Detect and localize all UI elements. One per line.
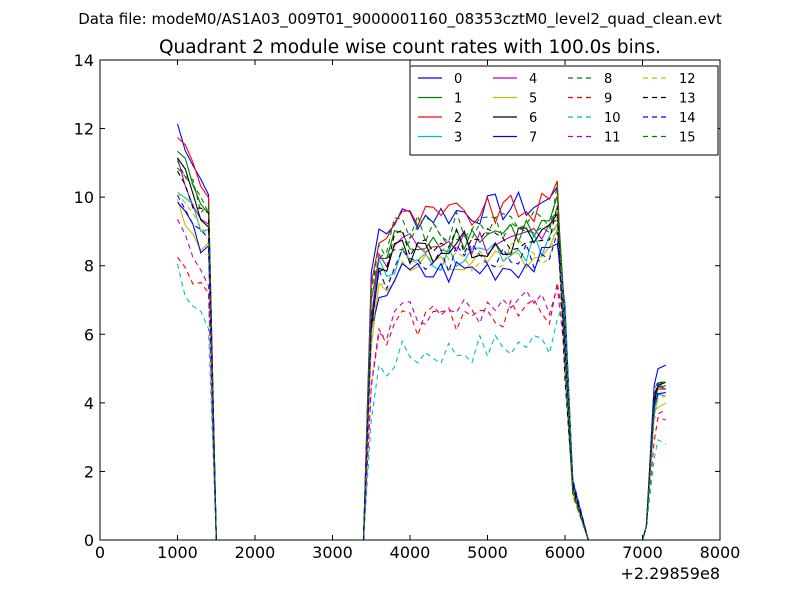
legend-label-13: 13 bbox=[679, 92, 696, 107]
series-13-line bbox=[177, 170, 666, 541]
legend-label-4: 4 bbox=[529, 72, 537, 87]
series-11-line bbox=[177, 219, 667, 541]
x-tick-label: 4000 bbox=[390, 543, 431, 562]
x-tick-label: 6000 bbox=[545, 543, 586, 562]
legend-label-11: 11 bbox=[604, 131, 621, 146]
y-tick-label: 6 bbox=[84, 325, 94, 344]
y-tick-label: 4 bbox=[84, 394, 94, 413]
x-offset-label: +2.29859e8 bbox=[620, 564, 720, 583]
y-tick-label: 12 bbox=[74, 120, 94, 139]
series-8-line bbox=[177, 167, 666, 541]
legend-label-7: 7 bbox=[529, 131, 537, 146]
legend-label-5: 5 bbox=[529, 92, 537, 107]
y-tick-label: 0 bbox=[84, 531, 94, 550]
y-tick-label: 14 bbox=[74, 51, 94, 70]
legend-label-0: 0 bbox=[454, 72, 462, 87]
y-tick-label: 2 bbox=[84, 462, 94, 481]
legend-label-2: 2 bbox=[454, 111, 462, 126]
series-0-line bbox=[176, 123, 667, 541]
x-tick-label: 8000 bbox=[700, 543, 741, 562]
series-5-line bbox=[176, 198, 667, 541]
legend-label-14: 14 bbox=[679, 111, 696, 126]
x-tick-label: 2000 bbox=[235, 543, 276, 562]
series-15-line bbox=[177, 160, 666, 541]
series-12-line bbox=[177, 191, 666, 541]
legend-label-1: 1 bbox=[454, 92, 462, 107]
legend-label-8: 8 bbox=[604, 72, 612, 87]
legend-label-9: 9 bbox=[604, 92, 612, 107]
series-1-line bbox=[177, 150, 666, 541]
series-7-line bbox=[177, 202, 666, 541]
chart-suptitle: Data file: modeM0/AS1A03_009T01_90000011… bbox=[78, 10, 722, 29]
x-tick-label: 7000 bbox=[622, 543, 663, 562]
plot-lines bbox=[176, 123, 667, 541]
legend-label-12: 12 bbox=[679, 72, 696, 87]
legend-label-15: 15 bbox=[679, 131, 696, 146]
axis-ticks: 0 1000 2000 3000 4000 5000 6000 7000 80000246810… bbox=[74, 51, 741, 562]
series-10-line bbox=[176, 263, 667, 541]
series-9-line bbox=[177, 256, 666, 541]
x-tick-label: 3000 bbox=[312, 543, 353, 562]
chart-title: Quadrant 2 module wise count rates with … bbox=[159, 37, 661, 58]
series-14-line bbox=[177, 194, 666, 541]
series-2-line bbox=[177, 137, 666, 541]
legend-box bbox=[409, 65, 719, 156]
x-tick-label: 5000 bbox=[467, 543, 508, 562]
x-tick-label: 0 bbox=[95, 543, 105, 562]
x-tick-label: 1000 bbox=[157, 543, 198, 562]
y-tick-label: 10 bbox=[74, 188, 94, 207]
legend-label-6: 6 bbox=[529, 111, 537, 126]
series-3-line bbox=[177, 191, 666, 541]
legend-label-10: 10 bbox=[604, 111, 621, 126]
y-tick-label: 8 bbox=[84, 257, 94, 276]
legend-label-3: 3 bbox=[454, 131, 462, 146]
